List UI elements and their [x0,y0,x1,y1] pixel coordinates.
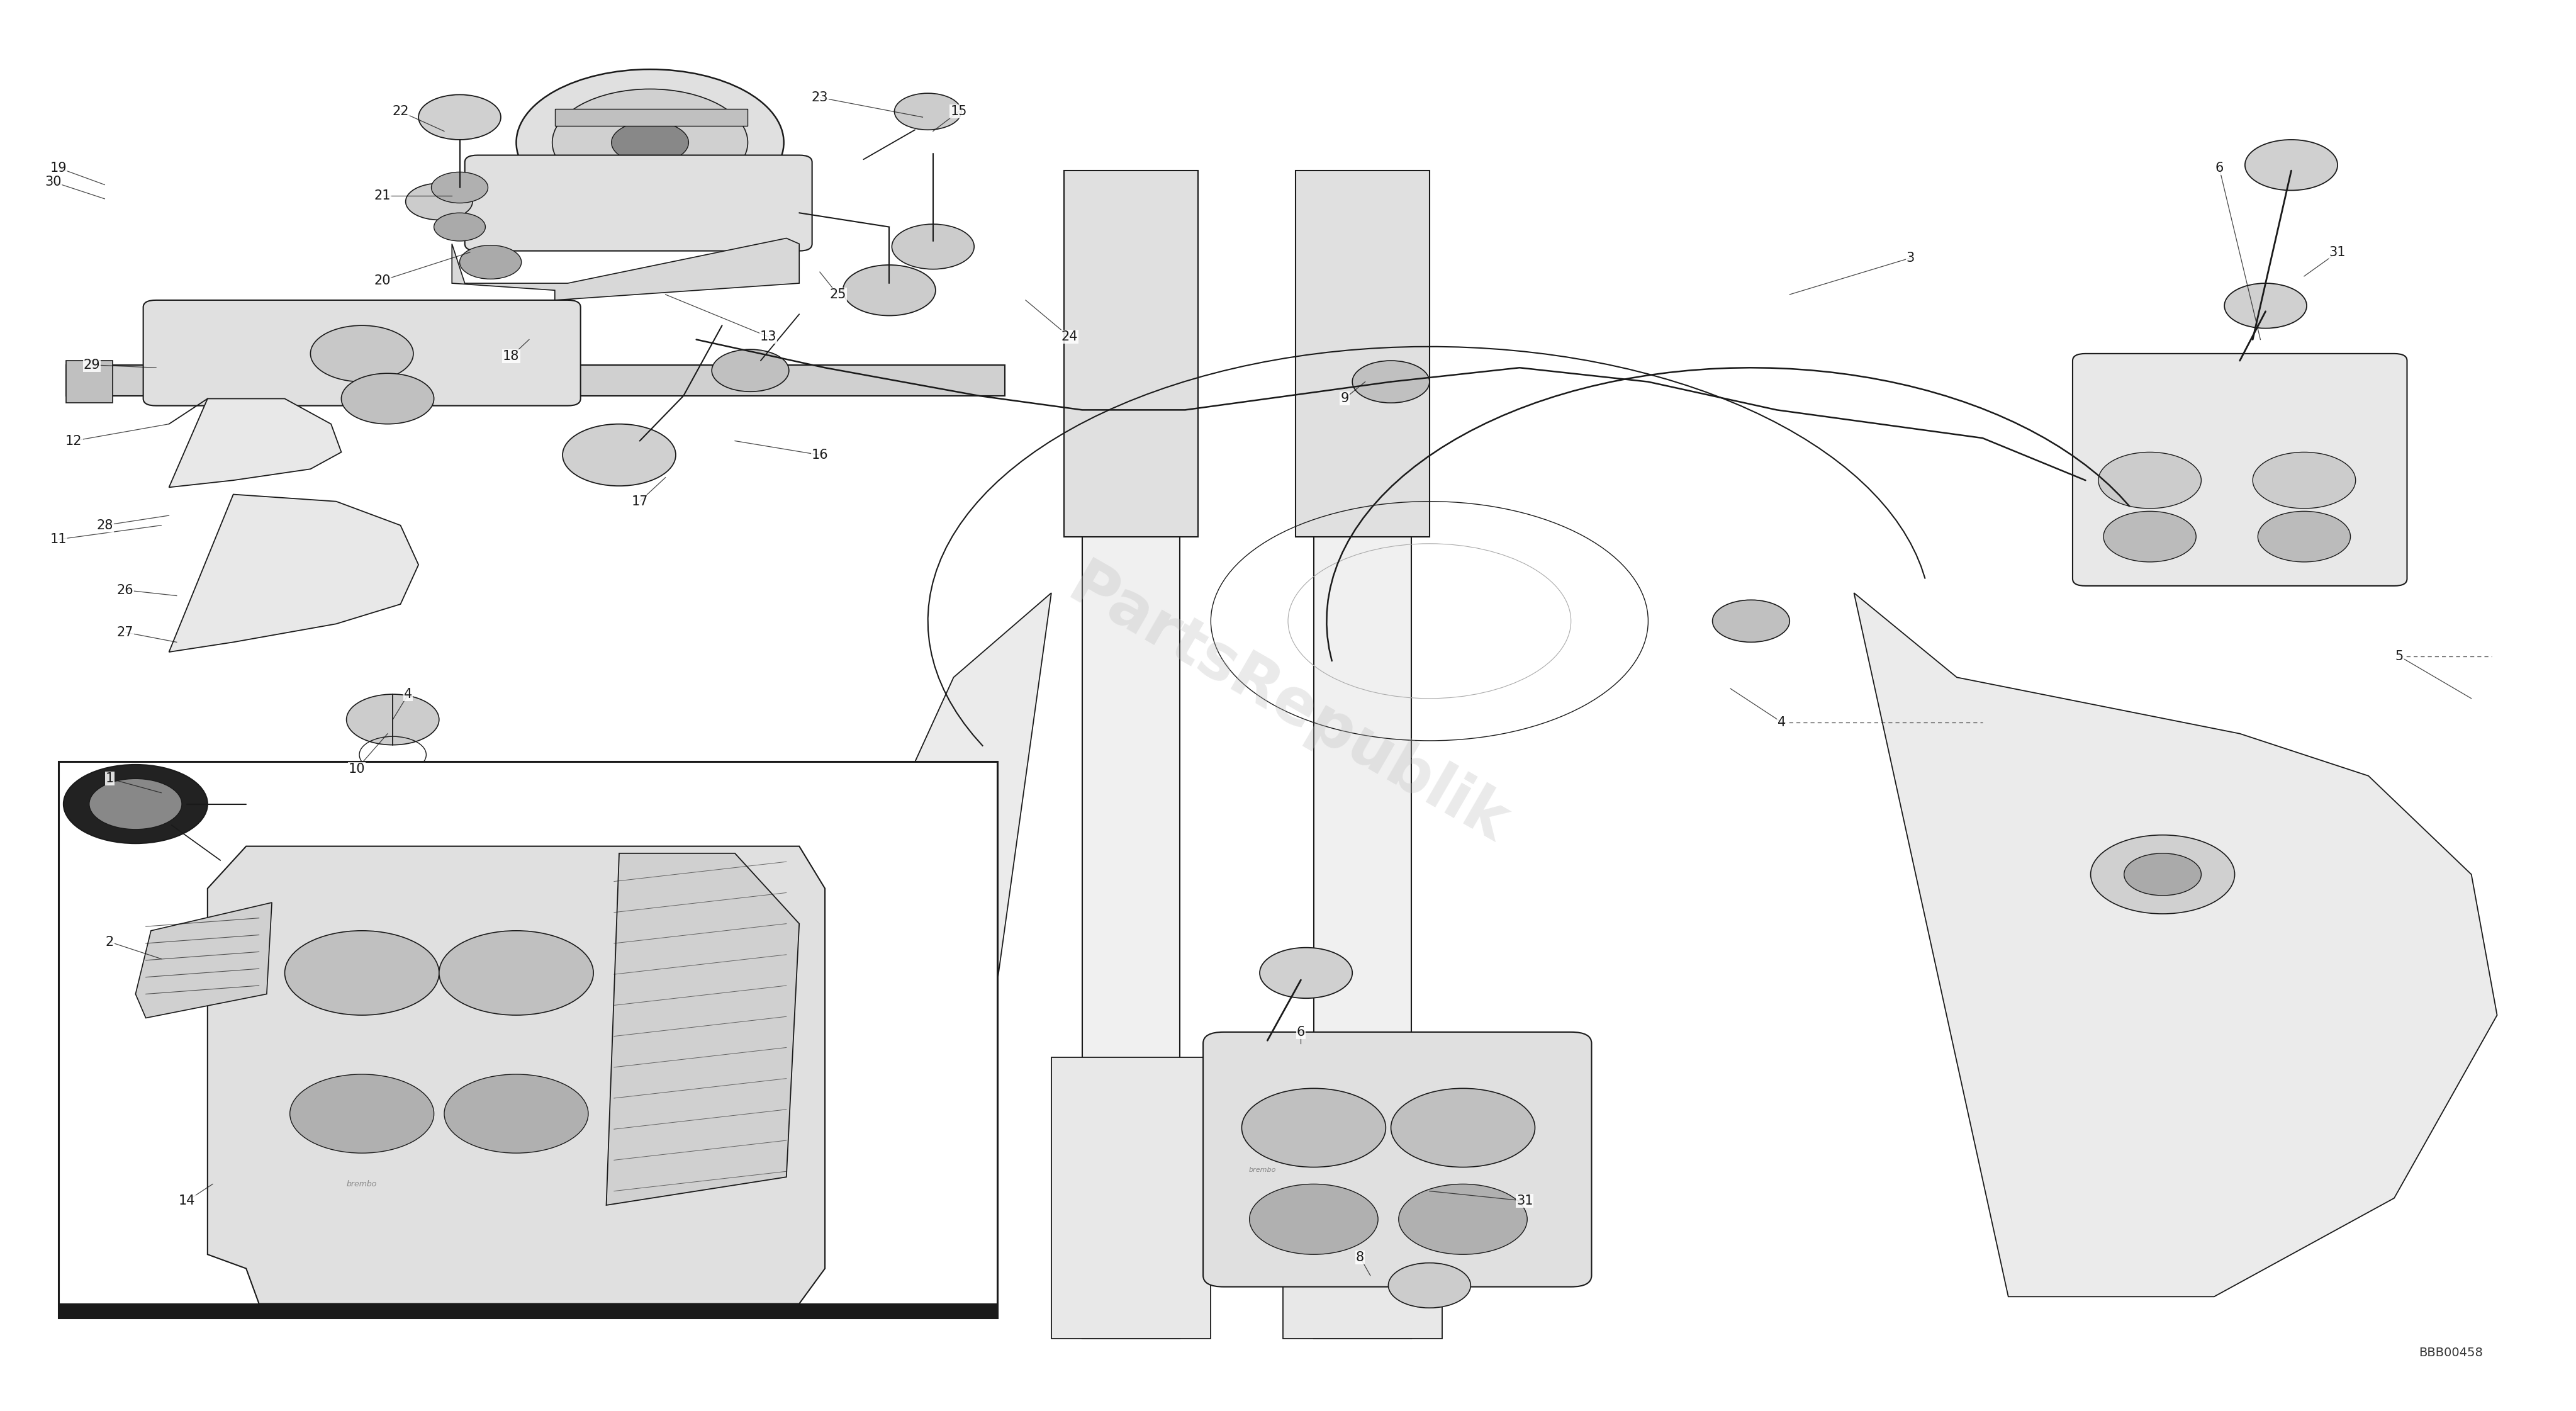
Text: 9: 9 [1340,392,1350,405]
Bar [1314,185,1412,1339]
Polygon shape [209,847,824,1304]
Text: 13: 13 [760,330,778,343]
Circle shape [286,931,438,1015]
Text: 27: 27 [116,626,134,639]
Circle shape [64,765,209,844]
Circle shape [1249,1184,1378,1254]
Text: 10: 10 [348,762,366,775]
Circle shape [1713,600,1790,642]
Bar [67,365,1005,396]
Polygon shape [170,399,340,487]
Text: 18: 18 [502,350,520,363]
Circle shape [842,265,935,316]
Circle shape [443,1074,587,1153]
Circle shape [438,931,592,1015]
Text: 11: 11 [49,533,67,546]
Circle shape [291,1074,433,1153]
Text: brembo: brembo [1249,1167,1275,1173]
FancyBboxPatch shape [144,301,580,406]
Circle shape [711,350,788,392]
Text: 15: 15 [951,106,966,119]
Text: PartsRepublik: PartsRepublik [1059,555,1517,856]
Text: 8: 8 [1355,1252,1365,1263]
Text: 20: 20 [374,274,392,286]
Circle shape [894,93,961,130]
Circle shape [562,423,675,485]
Text: 12: 12 [64,435,82,447]
Text: 6: 6 [2215,161,2223,174]
Text: 5: 5 [2396,650,2403,663]
FancyBboxPatch shape [464,155,811,251]
Circle shape [404,183,471,220]
Polygon shape [137,903,273,1017]
Text: 30: 30 [44,175,62,188]
Circle shape [433,213,484,241]
Text: 26: 26 [116,584,134,597]
Circle shape [1391,1088,1535,1167]
Circle shape [2226,284,2306,329]
Text: 31: 31 [1517,1195,1533,1208]
Bar [554,109,747,126]
Text: 1: 1 [106,772,113,785]
Polygon shape [451,238,799,301]
Circle shape [430,172,487,203]
Text: 23: 23 [811,92,827,104]
Text: 4: 4 [1777,717,1785,728]
Text: brembo: brembo [348,1180,376,1188]
Circle shape [2125,854,2202,896]
Circle shape [90,779,183,830]
Circle shape [2257,511,2349,562]
Circle shape [345,694,438,745]
Bar [1064,171,1198,536]
Bar [67,361,113,404]
Text: 29: 29 [82,358,100,371]
Circle shape [312,326,412,382]
Bar [1051,1057,1211,1339]
Polygon shape [850,593,1051,1297]
Circle shape [551,89,747,196]
FancyBboxPatch shape [1203,1031,1592,1287]
Polygon shape [1855,593,2496,1297]
Circle shape [459,246,520,279]
Polygon shape [170,494,417,652]
Bar [59,762,997,1318]
Text: 25: 25 [829,288,845,301]
Bar [59,1304,997,1318]
Text: 3: 3 [1906,251,1914,264]
FancyBboxPatch shape [2074,354,2406,586]
Circle shape [611,121,688,164]
Bar [1296,171,1430,536]
Circle shape [340,374,433,423]
Bar [1082,185,1180,1339]
Circle shape [1260,948,1352,998]
Circle shape [1388,1263,1471,1308]
Text: 24: 24 [1061,330,1077,343]
Text: 17: 17 [631,495,649,508]
Circle shape [2099,452,2202,508]
Bar [1283,1057,1443,1339]
Circle shape [1242,1088,1386,1167]
Text: 2: 2 [106,935,113,948]
Circle shape [2092,835,2236,914]
Text: 19: 19 [49,161,67,174]
Text: 22: 22 [392,106,410,119]
Circle shape [891,224,974,270]
Text: 21: 21 [374,189,392,202]
Text: 28: 28 [95,519,113,532]
Text: 31: 31 [2329,246,2347,258]
Text: BBB00458: BBB00458 [2419,1348,2483,1359]
Circle shape [2251,452,2354,508]
Text: 14: 14 [178,1195,196,1208]
Circle shape [2244,140,2336,190]
Circle shape [1399,1184,1528,1254]
Circle shape [515,69,783,216]
Polygon shape [605,854,799,1205]
Circle shape [417,95,500,140]
Circle shape [1352,361,1430,404]
Text: 16: 16 [811,449,827,461]
Text: 6: 6 [1296,1026,1306,1038]
Text: 4: 4 [404,689,412,700]
Circle shape [2105,511,2197,562]
